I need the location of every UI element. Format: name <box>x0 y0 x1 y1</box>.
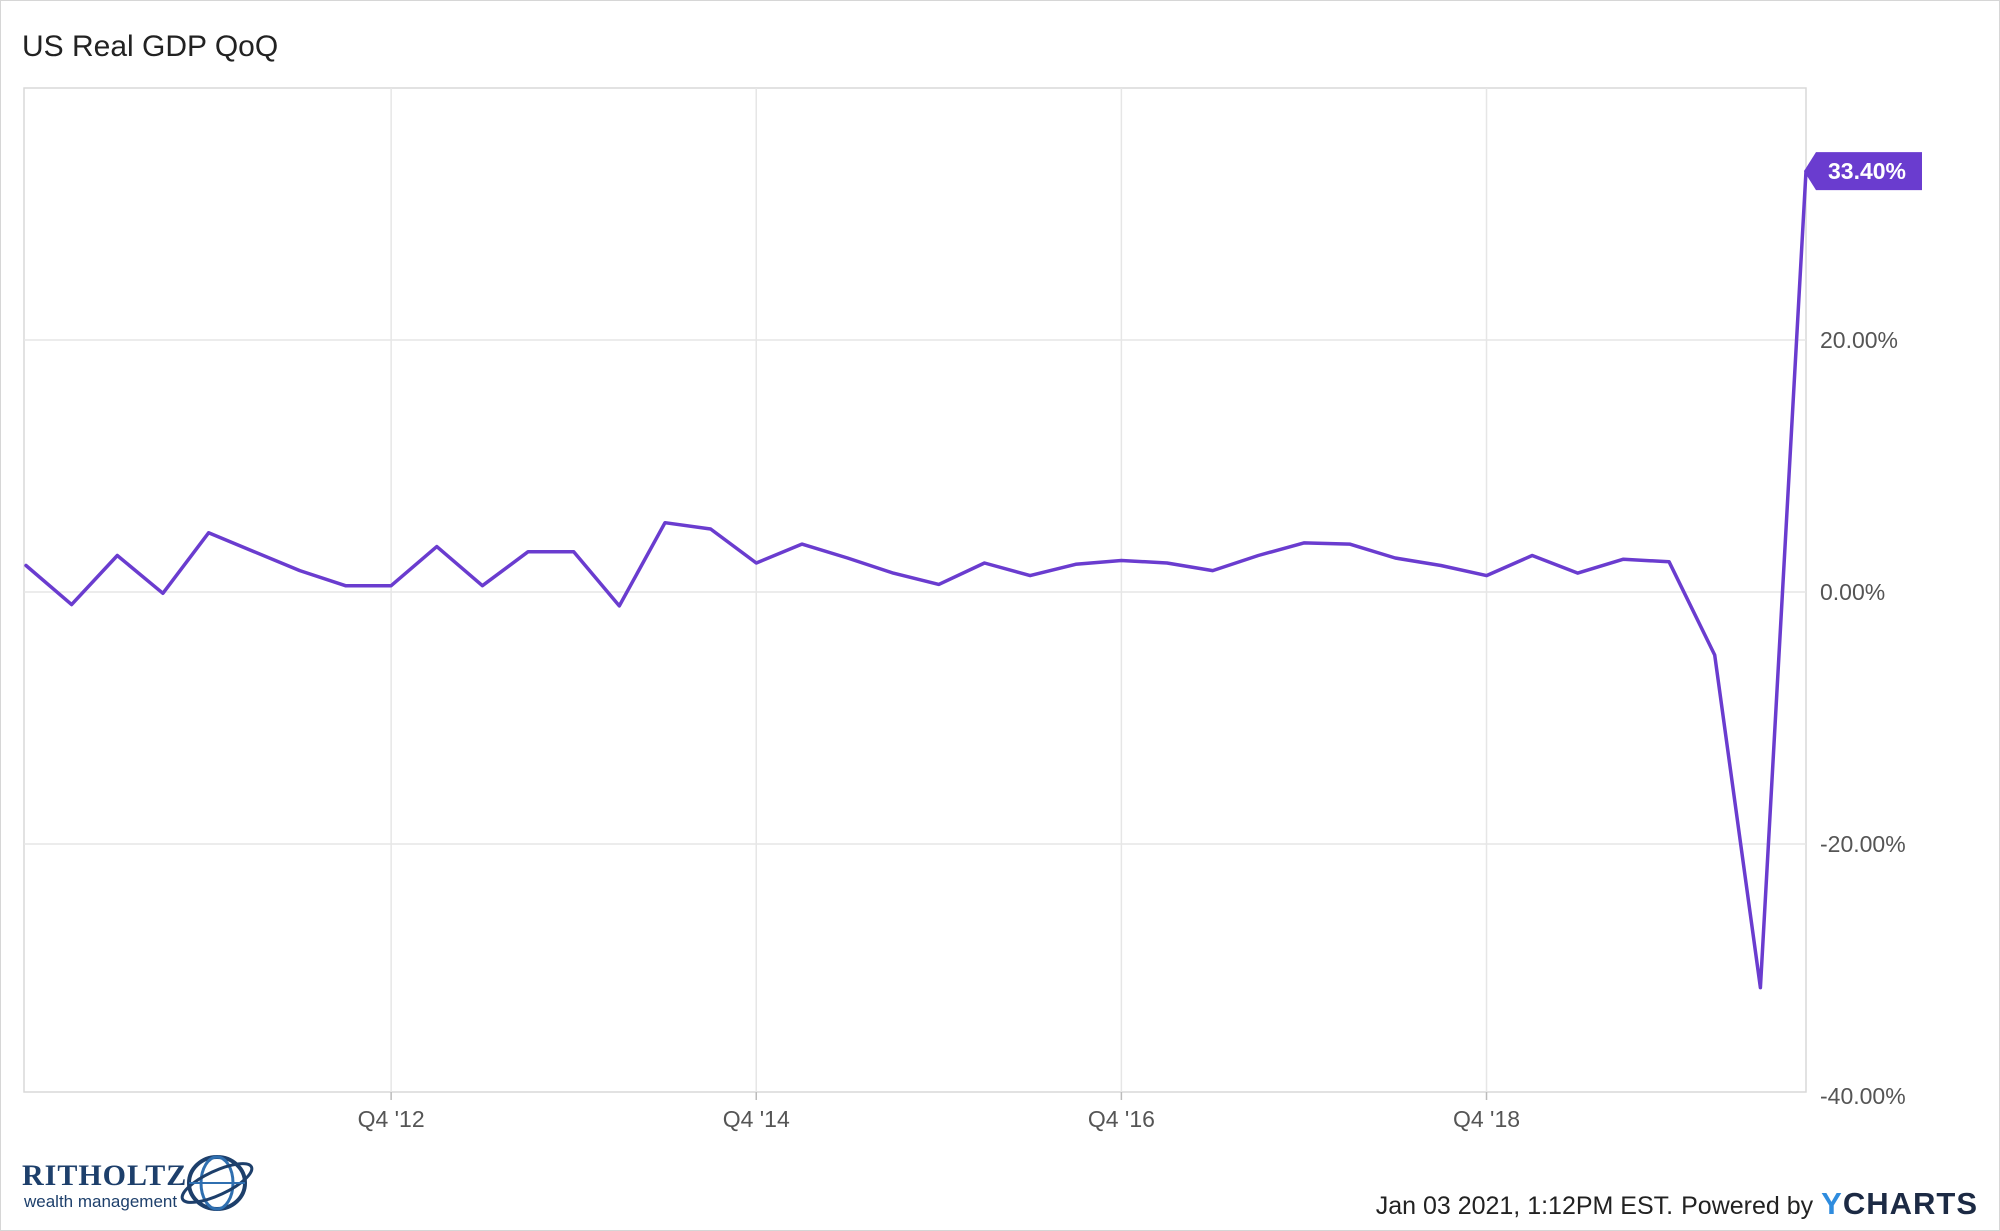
y-tick-label: -20.00% <box>1820 831 1906 857</box>
ritholtz-logo: RITHOLTZ wealth management <box>22 1153 254 1213</box>
grid-lines <box>23 87 1807 1100</box>
x-axis-ticks: Q4 '12 Q4 '14 Q4 '16 Q4 '18 <box>358 1106 1520 1132</box>
ycharts-logo-y: Y <box>1821 1186 1843 1221</box>
powered-by-text: Powered by <box>1681 1192 1814 1220</box>
ycharts-logo-rest: CHARTS <box>1842 1186 1978 1221</box>
plot-border <box>23 87 1807 1093</box>
chart-title: US Real GDP QoQ <box>22 30 279 63</box>
logo-subtitle: wealth management <box>24 1192 178 1211</box>
y-axis-ticks: 20.00% 0.00% -20.00% -40.00% <box>1820 327 1906 1109</box>
timestamp-text: Jan 03 2021, 1:12PM EST. <box>1375 1192 1674 1220</box>
series-layer <box>24 169 1808 990</box>
y-tick-label: 0.00% <box>1820 579 1885 605</box>
chart-footer: Jan 03 2021, 1:12PM EST. Powered by YCHA… <box>1376 1186 1978 1222</box>
ycharts-logo[interactable]: YCHARTS <box>1821 1186 1978 1222</box>
last-value-tag <box>1804 152 1922 191</box>
last-value-text: 33.40% <box>1828 158 1906 184</box>
gdp-series-line <box>24 169 1808 990</box>
last-value-label: 33.40% <box>1804 152 1922 191</box>
x-tick-label: Q4 '16 <box>1088 1106 1155 1132</box>
y-tick-label: 20.00% <box>1820 327 1898 353</box>
globe-emblem-icon <box>180 1155 254 1211</box>
x-tick-label: Q4 '14 <box>723 1106 790 1132</box>
logo-name: RITHOLTZ <box>22 1159 188 1192</box>
x-tick-label: Q4 '18 <box>1453 1106 1520 1132</box>
y-tick-label: -40.00% <box>1820 1083 1906 1109</box>
x-tick-label: Q4 '12 <box>358 1106 425 1132</box>
